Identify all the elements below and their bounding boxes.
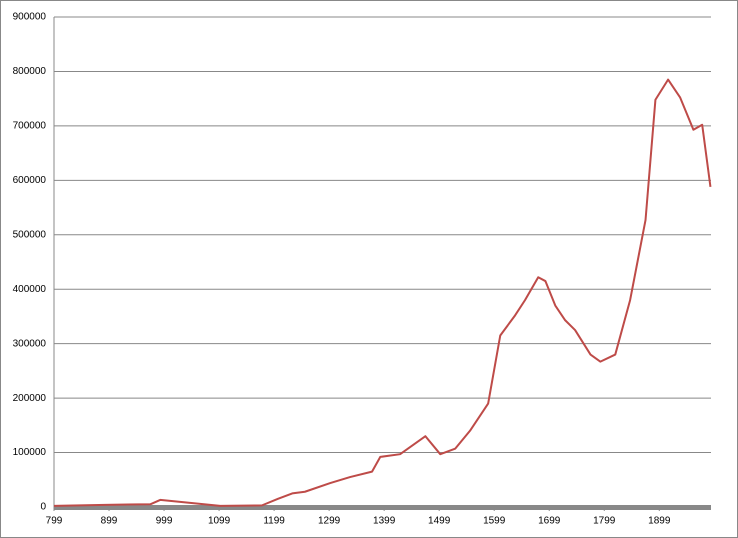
- data-line: [53, 78, 712, 507]
- y-tick-label: 600000: [13, 175, 47, 186]
- y-tick-label: 0: [40, 502, 46, 513]
- y-tick-label: 400000: [13, 284, 47, 295]
- x-tick-label: 1799: [593, 516, 616, 527]
- x-tick-label: 1499: [428, 516, 451, 527]
- y-tick-label: 500000: [13, 229, 47, 240]
- x-tick-label: 799: [46, 516, 63, 527]
- x-tick-label: 999: [156, 516, 173, 527]
- x-tick-label: 1199: [263, 516, 285, 527]
- x-tick-label: 1899: [648, 516, 671, 527]
- x-tick-label: 899: [101, 516, 118, 527]
- plot: 0 100000 200000 300000 400000 500000 600000 700…: [13, 12, 712, 527]
- y-tick-label: 100000: [13, 447, 47, 458]
- y-tick-label: 900000: [13, 12, 47, 23]
- x-tick-label: 1299: [318, 516, 341, 527]
- y-tick-label: 200000: [13, 393, 47, 404]
- x-tick-label: 1399: [373, 516, 396, 527]
- x-tick-label: 1599: [483, 516, 506, 527]
- y-tick-label: 700000: [13, 121, 47, 132]
- y-tick-label: 800000: [13, 66, 47, 77]
- x-tick-label: 1099: [208, 516, 231, 527]
- x-axis: [54, 505, 711, 510]
- x-tick-label: 1699: [538, 516, 561, 527]
- y-tick-label: 300000: [13, 338, 47, 349]
